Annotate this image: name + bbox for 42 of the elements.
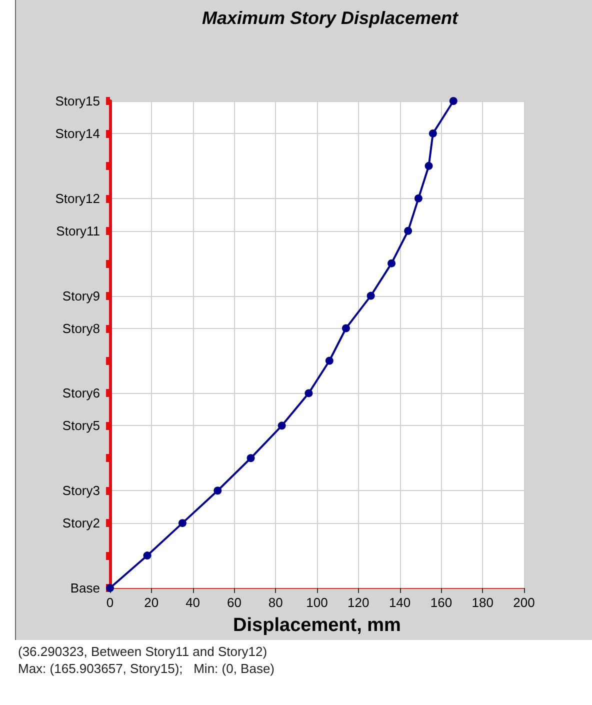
point: [388, 259, 396, 268]
point: [404, 226, 412, 235]
y-tick-label: Story5: [62, 418, 100, 434]
y-tick-label: Story6: [62, 386, 100, 401]
text: Max: (165.903657, Story15); Min: (0, Base): [18, 660, 275, 677]
point: [278, 422, 286, 430]
point: [246, 454, 255, 462]
x-tick-label: 120: [348, 595, 370, 610]
x-tick-label: 0: [106, 595, 114, 610]
point: [449, 97, 458, 105]
x-tick-label: 180: [472, 595, 494, 610]
x-tick-label: 140: [388, 595, 411, 610]
chart-title: Maximum Story Displacement: [202, 8, 460, 28]
point: [366, 292, 375, 300]
x-tick-label: 80: [268, 595, 283, 610]
y-tick-label: Story12: [55, 190, 100, 206]
y-tick-label: Story15: [55, 94, 100, 108]
point: [178, 519, 186, 528]
point: [106, 584, 114, 592]
text: (36.290323, Between Story11 and Story12): [18, 643, 268, 660]
point: [424, 162, 433, 170]
y-tick-label: Story8: [62, 320, 100, 336]
y-tick-label: Story9: [62, 288, 100, 304]
point: [143, 552, 152, 560]
x-tick-label: 40: [186, 595, 200, 610]
point: [304, 389, 313, 398]
x-tick-label: 20: [144, 595, 159, 610]
point: [428, 129, 437, 138]
x-tick-label: 160: [430, 595, 452, 610]
point: [214, 486, 222, 495]
point: [342, 324, 350, 332]
x-tick-label: 200: [513, 595, 535, 610]
y-tick-label: Story2: [62, 516, 100, 531]
point: [325, 356, 334, 365]
y-tick-label: Base: [70, 580, 100, 596]
y-tick-label: Story11: [56, 223, 100, 238]
x-axis-title: Displacement, mm: [233, 615, 401, 636]
x-tick-label: 60: [226, 595, 242, 610]
y-tick-label: Story3: [62, 483, 100, 498]
point: [414, 194, 422, 202]
x-tick-label: 100: [306, 595, 328, 610]
y-tick-label: Story14: [55, 126, 100, 141]
